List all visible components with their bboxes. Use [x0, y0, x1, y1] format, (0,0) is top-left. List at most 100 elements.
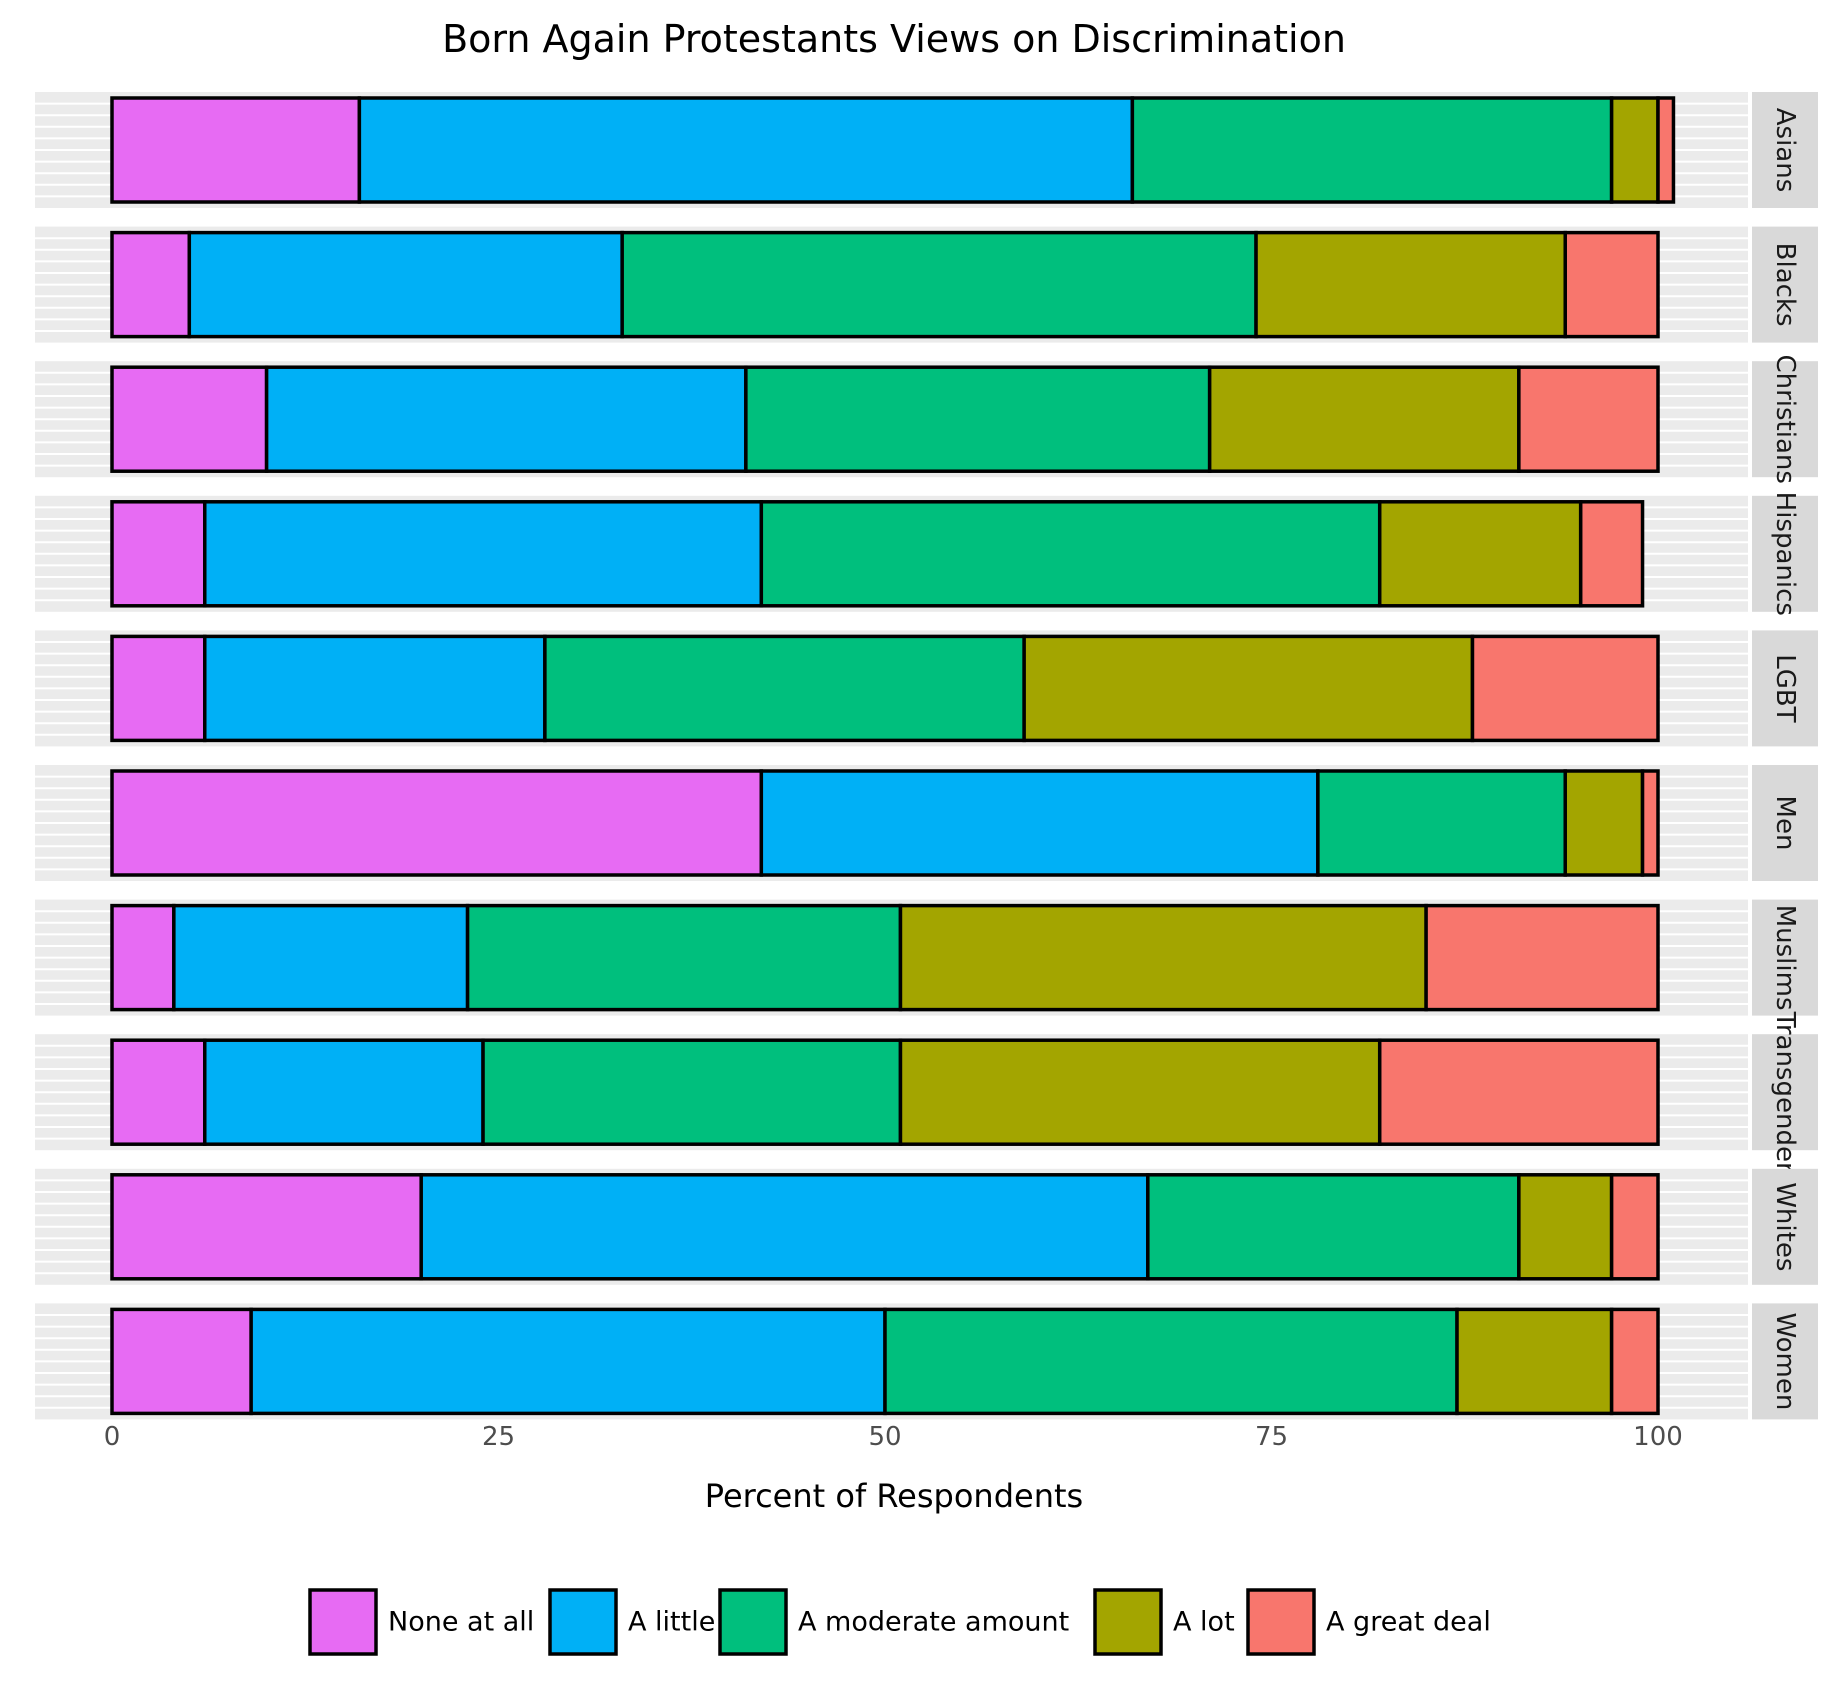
bar-segment-hispanics-a-lot — [1377, 500, 1583, 608]
legend-label: A little — [628, 1607, 715, 1638]
x-tick-label: 100 — [1633, 1422, 1683, 1452]
x-tick-label: 25 — [482, 1422, 515, 1452]
bar-segment-christians-a-moderate-amount — [744, 365, 1212, 473]
x-tick-label: 0 — [104, 1422, 121, 1452]
bar-segment-men-a-little — [759, 769, 1320, 877]
bar-segment-men-a-moderate-amount — [1316, 769, 1567, 877]
bar-segment-transgender-none-at-all — [110, 1038, 207, 1146]
facet-panel-women: Women — [35, 1303, 1818, 1420]
bar-segment-women-none-at-all — [110, 1307, 253, 1416]
bar-segment-transgender-a-lot — [898, 1038, 1382, 1146]
facet-panel-christians: Christians — [35, 354, 1818, 484]
legend-key — [1093, 1588, 1163, 1656]
legend-key — [1246, 1588, 1316, 1656]
facet-panel-blacks: Blacks — [35, 226, 1818, 343]
bar-segment-lgbt-a-little — [203, 634, 547, 743]
bar-segment-blacks-a-moderate-amount — [620, 230, 1258, 339]
legend-label: None at all — [388, 1607, 534, 1638]
bar-segment-blacks-a-great-deal — [1563, 230, 1660, 339]
legend-item-a-little: A little — [548, 1588, 715, 1656]
facet-panel-whites: Whites — [35, 1168, 1818, 1285]
facet-strip — [1752, 1303, 1818, 1420]
bar-segment-muslims-a-little — [172, 903, 470, 1012]
bar-segment-christians-a-lot — [1207, 365, 1521, 473]
facet-strip-label: Christians — [1770, 354, 1800, 483]
bar-segment-blacks-a-lot — [1254, 230, 1567, 339]
bar-segment-christians-a-little — [264, 365, 748, 473]
facet-strip — [1752, 226, 1818, 343]
bar-segment-asians-a-moderate-amount — [1130, 96, 1614, 204]
facet-panel-men: Men — [35, 765, 1818, 881]
facet-strip — [1752, 361, 1818, 478]
bar-segment-whites-a-great-deal — [1609, 1173, 1660, 1281]
bar-segment-transgender-a-great-deal — [1377, 1038, 1660, 1146]
facet-strip-label: Women — [1770, 1312, 1800, 1410]
legend-item-none-at-all: None at all — [308, 1588, 534, 1656]
legend-item-a-lot: A lot — [1093, 1588, 1235, 1656]
x-tick-label: 50 — [868, 1422, 901, 1452]
facet-panel-lgbt: LGBT — [35, 630, 1818, 747]
bar-segment-lgbt-a-lot — [1022, 634, 1475, 743]
bar-segment-muslims-none-at-all — [110, 903, 176, 1012]
facet-strip-label: LGBT — [1770, 654, 1800, 722]
bar-segment-asians-a-great-deal — [1656, 96, 1676, 204]
facet-strip — [1752, 1168, 1818, 1285]
bar-segment-christians-a-great-deal — [1517, 365, 1660, 473]
bar-segment-whites-a-little — [419, 1173, 1150, 1281]
facet-strip — [1752, 1034, 1818, 1151]
x-axis: 0 25 50 75 100 — [104, 1422, 1683, 1452]
facet-strip — [1752, 495, 1818, 612]
facet-strip-label: Transgender — [1770, 1011, 1800, 1173]
legend: None at all A little A moderate amount A lo… — [308, 1588, 1491, 1656]
bar-segment-whites-a-moderate-amount — [1146, 1173, 1521, 1281]
bar-segment-men-none-at-all — [110, 769, 764, 877]
bar-segment-women-a-little — [249, 1307, 887, 1416]
legend-label: A lot — [1173, 1607, 1235, 1638]
bar-segment-asians-none-at-all — [110, 96, 362, 204]
bar-segment-lgbt-a-great-deal — [1470, 634, 1660, 743]
bar-segment-asians-a-lot — [1609, 96, 1660, 204]
bar-segment-women-a-great-deal — [1609, 1307, 1660, 1416]
facet-panel-hispanics: Hispanics — [35, 492, 1818, 616]
legend-key — [718, 1588, 788, 1656]
bar-segment-men-a-lot — [1563, 769, 1645, 877]
facet-panel-transgender: Transgender — [35, 1011, 1818, 1173]
facet-strip-label: Muslims — [1770, 905, 1800, 1011]
facet-panel-asians: Asians — [35, 92, 1818, 208]
x-tick-label: 75 — [1255, 1422, 1288, 1452]
facet-strip-label: Whites — [1770, 1182, 1800, 1271]
bar-segment-asians-a-little — [357, 96, 1135, 204]
chart-title: Born Again Protestants Views on Discrimi… — [442, 17, 1346, 61]
bar-segment-hispanics-a-moderate-amount — [759, 500, 1382, 608]
bar-segment-hispanics-a-little — [203, 500, 764, 608]
bar-segment-men-a-great-deal — [1640, 769, 1660, 877]
bar-segment-lgbt-none-at-all — [110, 634, 207, 743]
facet-strip-label: Men — [1770, 796, 1800, 851]
legend-label: A moderate amount — [798, 1607, 1069, 1638]
facet-strip-label: Blacks — [1770, 243, 1800, 327]
facet-strip — [1752, 899, 1818, 1016]
bar-segment-hispanics-a-great-deal — [1578, 500, 1645, 608]
bar-segment-christians-none-at-all — [110, 365, 269, 473]
legend-key — [308, 1588, 378, 1656]
bar-segment-muslims-a-lot — [898, 903, 1428, 1012]
bar-segment-lgbt-a-moderate-amount — [543, 634, 1026, 743]
bar-segment-transgender-a-little — [203, 1038, 485, 1146]
bar-segment-transgender-a-moderate-amount — [481, 1038, 903, 1146]
legend-label: A great deal — [1326, 1607, 1491, 1638]
x-axis-label: Percent of Respondents — [705, 1477, 1083, 1515]
facet-panel-muslims: Muslims — [35, 899, 1818, 1016]
facet-strip — [1752, 92, 1818, 208]
facet-strip — [1752, 630, 1818, 747]
facet-strip-label: Asians — [1770, 108, 1800, 193]
bar-segment-whites-a-lot — [1517, 1173, 1614, 1281]
bar-segment-women-a-lot — [1455, 1307, 1614, 1416]
bar-segment-whites-none-at-all — [110, 1173, 423, 1281]
legend-item-a-moderate-amount: A moderate amount — [718, 1588, 1069, 1656]
bar-segment-blacks-a-little — [187, 230, 624, 339]
facet-strip — [1752, 765, 1818, 881]
bar-segment-hispanics-none-at-all — [110, 500, 207, 608]
bar-segment-women-a-moderate-amount — [883, 1307, 1459, 1416]
bar-segment-muslims-a-moderate-amount — [465, 903, 903, 1012]
